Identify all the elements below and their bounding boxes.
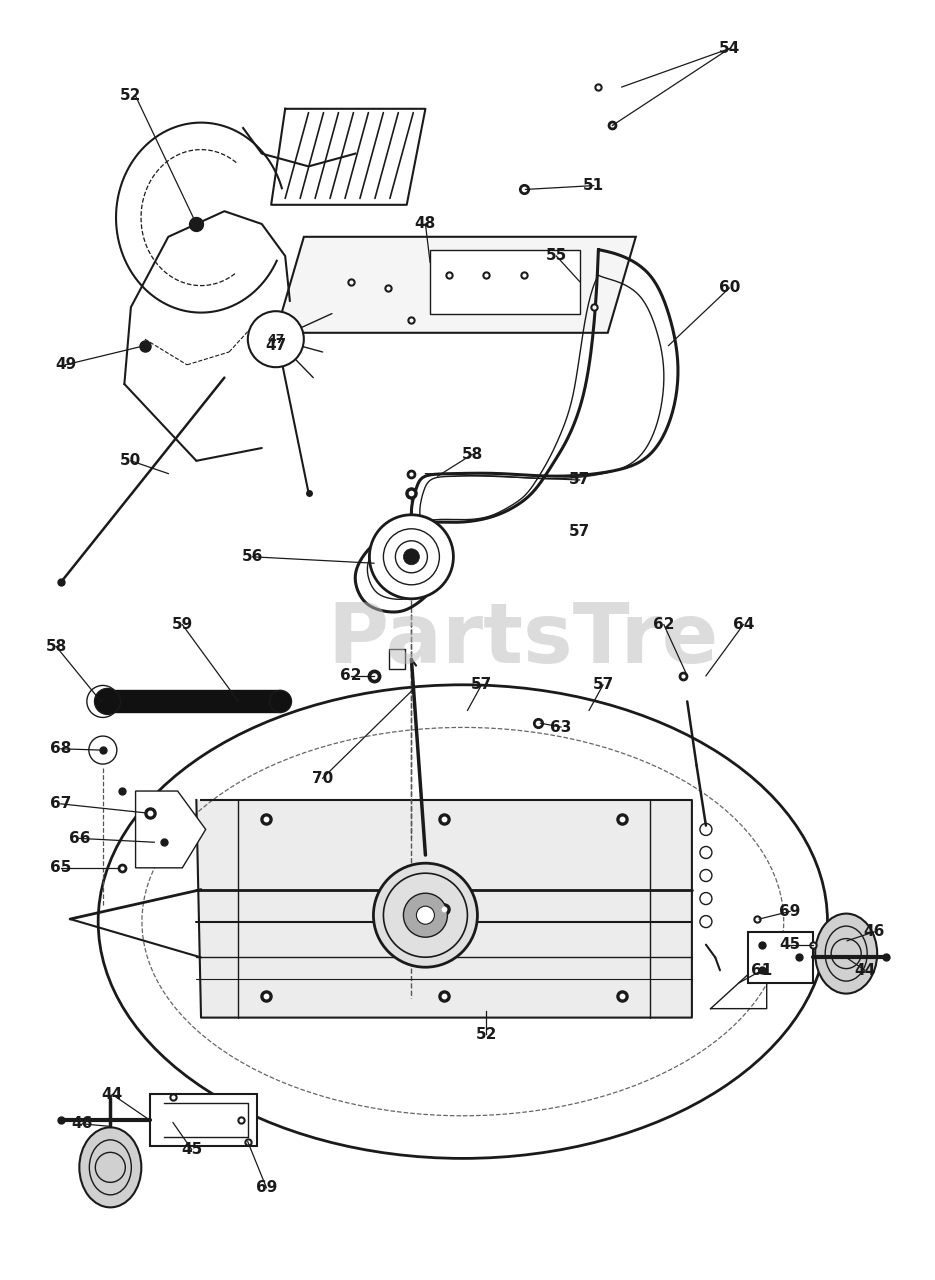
- Text: 46: 46: [864, 924, 885, 940]
- Text: 59: 59: [172, 617, 193, 632]
- Text: 51: 51: [583, 178, 604, 193]
- Bar: [389, 649, 406, 669]
- Text: 44: 44: [855, 963, 875, 978]
- Text: 56: 56: [242, 549, 263, 564]
- Text: 58: 58: [46, 639, 66, 654]
- Text: 69: 69: [256, 1180, 277, 1196]
- Ellipse shape: [815, 914, 877, 993]
- Circle shape: [248, 311, 304, 367]
- Text: 57: 57: [569, 472, 590, 488]
- Polygon shape: [150, 1094, 257, 1146]
- Text: 52: 52: [121, 88, 141, 104]
- Polygon shape: [196, 800, 692, 1018]
- Text: 45: 45: [780, 937, 800, 952]
- Text: 55: 55: [546, 248, 567, 264]
- Circle shape: [403, 549, 420, 564]
- Circle shape: [369, 515, 453, 599]
- Text: 46: 46: [72, 1116, 93, 1132]
- Text: 50: 50: [121, 453, 141, 468]
- Text: 52: 52: [476, 1027, 496, 1042]
- Circle shape: [94, 689, 121, 714]
- Polygon shape: [276, 237, 636, 333]
- Text: 62: 62: [340, 668, 361, 684]
- Text: 65: 65: [50, 860, 71, 876]
- Text: 47: 47: [267, 333, 284, 346]
- Text: 63: 63: [551, 719, 571, 735]
- Circle shape: [87, 686, 119, 717]
- Polygon shape: [136, 791, 206, 868]
- Text: 69: 69: [780, 904, 800, 919]
- Text: 57: 57: [593, 677, 613, 692]
- Ellipse shape: [79, 1128, 141, 1207]
- Text: 44: 44: [102, 1087, 122, 1102]
- Text: 57: 57: [471, 677, 492, 692]
- Text: 57: 57: [569, 524, 590, 539]
- Text: 48: 48: [415, 216, 436, 232]
- Text: 70: 70: [312, 771, 333, 786]
- Text: 62: 62: [654, 617, 674, 632]
- Text: 66: 66: [69, 831, 90, 846]
- Text: 67: 67: [50, 796, 71, 812]
- Text: 49: 49: [55, 357, 76, 372]
- Text: PartsTre: PartsTre: [327, 599, 718, 681]
- Polygon shape: [748, 932, 813, 983]
- Circle shape: [416, 906, 435, 924]
- Circle shape: [373, 863, 478, 968]
- Text: 54: 54: [719, 41, 740, 56]
- Text: 61: 61: [752, 963, 772, 978]
- Bar: [108, 690, 280, 713]
- Circle shape: [89, 736, 117, 764]
- Circle shape: [269, 690, 292, 713]
- Circle shape: [403, 893, 448, 937]
- Text: 45: 45: [181, 1142, 202, 1157]
- Text: 60: 60: [719, 280, 740, 296]
- Text: 47: 47: [266, 338, 286, 353]
- Text: 68: 68: [50, 741, 71, 756]
- Ellipse shape: [98, 685, 827, 1158]
- Polygon shape: [430, 250, 580, 314]
- Text: 58: 58: [462, 447, 482, 462]
- Text: 64: 64: [733, 617, 754, 632]
